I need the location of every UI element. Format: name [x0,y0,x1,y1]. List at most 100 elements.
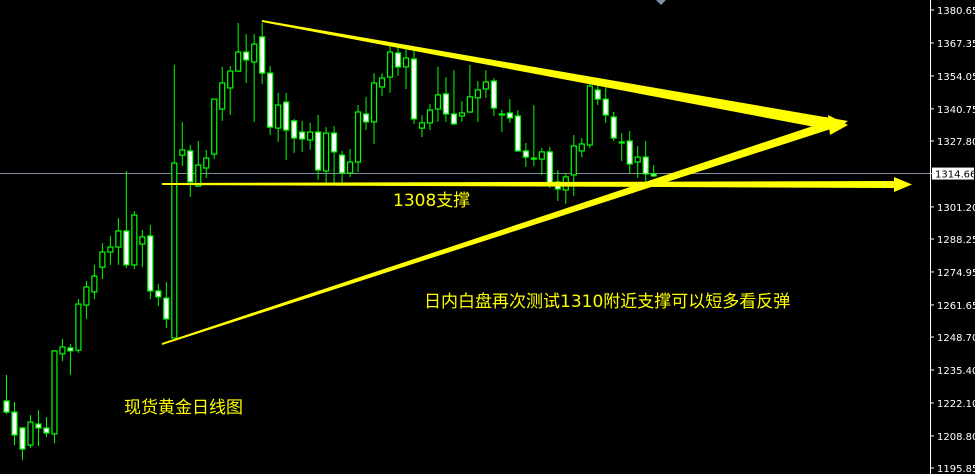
candle-body-bear [618,141,625,144]
candle [131,211,138,270]
candle-body-bull [570,145,577,176]
candle-body-bear [362,113,370,123]
candle-body-bear [123,230,130,266]
candle-body-bear [530,157,537,160]
candle-body-bear [19,427,26,450]
support-label: 1308支撑 [393,191,470,211]
candle [538,147,545,175]
candle-body-bear [442,93,450,115]
lower-trendline [162,119,834,345]
candle-body-bull [115,230,122,248]
y-tick-label: 1208.80 [937,432,975,443]
candle [139,229,146,268]
candle [402,49,410,89]
candle-body-bull [354,111,362,163]
candle-body-bear [291,120,298,139]
candle [418,114,426,138]
candle-body-bear [514,115,521,152]
candle-body-bear [11,411,18,436]
candle [155,283,162,307]
candle [323,127,330,183]
candle [147,225,154,300]
candle-body-bear [67,347,74,352]
candle [83,281,90,319]
candle [466,64,474,113]
candle-body-bear [506,112,513,119]
candle [291,118,298,153]
candle [546,146,553,189]
candle [626,131,633,173]
candle [354,105,362,172]
y-tick-label: 1222.10 [937,399,975,410]
candle [458,101,466,122]
candle-body-bear [522,150,529,158]
candle-body-bear [243,51,250,61]
candle [115,218,122,265]
candle-body-bull [227,70,234,89]
candle-body-bull [91,275,98,293]
candle [67,343,74,375]
candle-body-bull [482,81,489,90]
candle [530,105,537,167]
candle [522,142,529,168]
candle-body-bull [195,164,202,187]
candle-body-bull [323,132,330,172]
candle [11,401,18,446]
candle [51,350,58,444]
candle [434,66,442,122]
candle [91,264,98,300]
candle [171,64,178,339]
y-tick-label: 1354.05 [937,72,975,83]
candle [386,46,394,93]
candle-body-bear [610,116,617,139]
candle-body-bull [434,94,442,110]
candle [634,145,641,178]
candle-body-bear [155,290,162,298]
candle-body-bull [179,149,186,156]
candle-body-bull [634,156,641,163]
candle [378,73,386,97]
candle [442,77,450,122]
candle-body-bear [283,101,290,131]
candle-body-bull [586,85,593,146]
y-tick-label: 1327.80 [937,137,975,148]
candle [562,172,569,204]
candle [346,148,354,177]
candle-body-bull [75,303,82,351]
candle [602,86,609,123]
candle [99,243,106,280]
candle [179,121,186,167]
candle-body-bear [259,36,266,74]
candle-body-bear [35,423,42,429]
chart-title: 现货黄金日线图 [124,398,243,418]
y-tick-label: 1248.70 [937,333,975,344]
candle-body-bear [187,150,194,183]
candle [370,73,378,144]
upper-trendline [262,20,836,131]
candle [650,165,657,177]
candle [283,92,290,161]
candle-body-bull [578,143,585,152]
candle [586,82,593,148]
candle-body-bear [147,235,154,292]
candle [35,409,42,447]
candle [514,110,521,152]
candle [227,65,234,115]
candle [490,78,497,116]
candle-body-bull [418,122,426,129]
candle [27,415,34,449]
candle-body-bear [163,297,170,320]
y-tick-label: 1195.85 [937,464,975,474]
candle [618,133,625,162]
candle [163,282,170,329]
candle [235,23,242,73]
scroll-marker-icon [656,0,666,5]
support-line-1308 [162,181,898,188]
candle-body-bull [307,131,314,141]
candle [610,111,617,141]
support-arrowhead [894,177,912,192]
candle [330,126,338,183]
candle-body-bull [51,350,58,435]
candle-body-bull [402,57,410,68]
